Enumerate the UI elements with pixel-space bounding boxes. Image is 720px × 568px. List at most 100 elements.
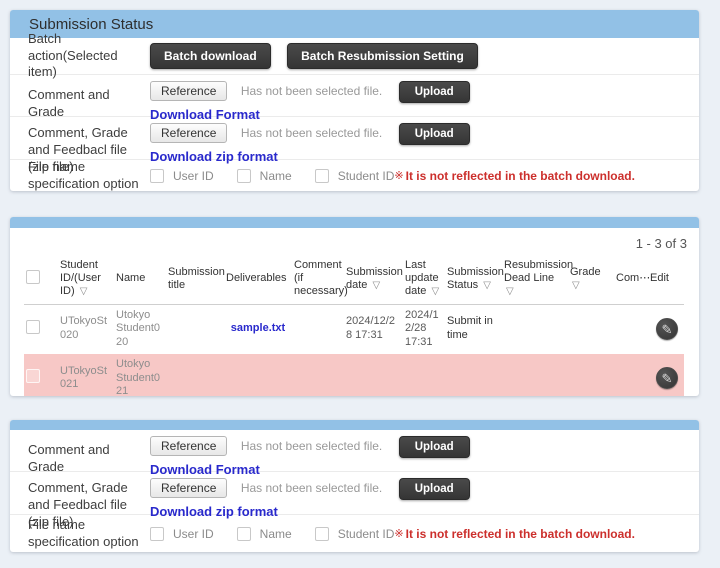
submission-status-cell bbox=[445, 354, 502, 396]
student-id-cell: UTokyoSt021 bbox=[60, 364, 108, 391]
last-update-date-cell: 2024/12/28 17:31 bbox=[405, 308, 439, 349]
row-checkbox[interactable] bbox=[26, 369, 40, 384]
comment-grade-label: Comment and Grade bbox=[28, 442, 110, 474]
comment-grade-label: Comment and Grade bbox=[28, 87, 110, 119]
resubmission-deadline-cell bbox=[502, 354, 568, 396]
batch-action-row: Batch action(Selected item) Batch downlo… bbox=[10, 31, 699, 79]
table-row: UTokyoSt021 Utokyo Student021 ✎ bbox=[24, 353, 684, 396]
submission-date-cell: 2024/12/28 17:31 bbox=[346, 315, 395, 342]
panel-header-bar bbox=[10, 420, 699, 430]
col-last-update-date[interactable]: Last update date ▽ bbox=[403, 256, 445, 305]
download-zip-format-link[interactable]: Download zip format bbox=[150, 504, 278, 519]
sort-icon[interactable]: ▽ bbox=[572, 279, 580, 291]
sort-icon[interactable]: ▽ bbox=[431, 286, 440, 298]
deliverables-cell bbox=[224, 354, 292, 396]
filename-option-row: File name specification option User ID N… bbox=[10, 159, 699, 191]
student-id-checkbox-label: Student ID bbox=[337, 526, 395, 541]
no-file-selected-text: Has not been selected file. bbox=[240, 481, 383, 495]
row-checkbox[interactable] bbox=[26, 319, 40, 334]
reference-button[interactable]: Reference bbox=[150, 478, 228, 498]
col-deliverables: Deliverables bbox=[224, 256, 292, 305]
upload-button[interactable]: Upload bbox=[398, 123, 470, 145]
batch-download-warning-text: It is not reflected in the batch downloa… bbox=[405, 168, 635, 183]
resubmission-deadline-cell bbox=[502, 304, 568, 354]
table-header-row: Student ID/(User ID) ▽ Name Submission t… bbox=[24, 256, 684, 305]
pagination-status: 1 - 3 of 3 bbox=[635, 236, 687, 251]
comment-grade-row: Comment and Grade Reference Has not been… bbox=[10, 430, 699, 477]
sort-icon[interactable]: ▽ bbox=[79, 286, 88, 298]
comment-cell bbox=[292, 354, 344, 396]
batch-action-controls: Batch download Batch Resubmission Settin… bbox=[150, 43, 699, 69]
col-student-id[interactable]: Student ID/(User ID) ▽ bbox=[58, 256, 114, 305]
table-row: UTokyoSt020 Utokyo Student020 sample.txt… bbox=[24, 304, 684, 354]
name-checkbox[interactable] bbox=[236, 526, 251, 541]
col-edit: Edit bbox=[648, 256, 684, 305]
name-checkbox-label: Name bbox=[259, 526, 292, 541]
col-name: Name bbox=[114, 256, 166, 305]
pencil-icon: ✎ bbox=[661, 321, 673, 337]
select-all-checkbox[interactable] bbox=[26, 269, 40, 284]
note-reference-mark: ※ bbox=[394, 170, 404, 182]
user-id-checkbox-label: User ID bbox=[173, 168, 214, 183]
download-format-link[interactable]: Download Format bbox=[150, 462, 260, 477]
upload-button[interactable]: Upload bbox=[398, 478, 470, 500]
user-id-checkbox[interactable] bbox=[150, 526, 164, 541]
submission-table-panel: 1 - 3 of 3 Student ID/(User ID) ▽ Name S… bbox=[10, 217, 699, 396]
sort-icon[interactable]: ▽ bbox=[483, 279, 491, 291]
submission-status-cell: Submit in time bbox=[447, 315, 493, 342]
comment-truncated-cell bbox=[614, 304, 648, 354]
student-id-checkbox[interactable] bbox=[314, 168, 329, 183]
batch-download-warning-text: It is not reflected in the batch downloa… bbox=[405, 526, 635, 541]
download-zip-format-link[interactable]: Download zip format bbox=[150, 149, 278, 164]
no-file-selected-text: Has not been selected file. bbox=[240, 126, 383, 140]
edit-button[interactable]: ✎ bbox=[656, 318, 678, 341]
bottom-upload-panel: Comment and Grade Reference Has not been… bbox=[10, 420, 699, 552]
note-reference-mark: ※ bbox=[394, 528, 404, 540]
page-title: Submission Status bbox=[29, 15, 154, 33]
batch-resubmission-setting-button[interactable]: Batch Resubmission Setting bbox=[287, 43, 478, 69]
col-resubmission-deadline[interactable]: Resubmission Dead Line ▽ bbox=[502, 256, 573, 305]
col-comment-truncated: Com⋯ bbox=[614, 256, 650, 305]
comment-grade-zip-row: Comment, Grade and Feedbacl file (zip fi… bbox=[10, 472, 699, 529]
comment-grade-zip-label: Comment, Grade and Feedbacl file (zip fi… bbox=[28, 125, 128, 174]
col-submission-date[interactable]: Submission date ▽ bbox=[344, 256, 403, 305]
grade-cell bbox=[568, 304, 614, 354]
comment-grade-zip-label: Comment, Grade and Feedbacl file (zip fi… bbox=[28, 480, 128, 529]
edit-button[interactable]: ✎ bbox=[656, 367, 678, 390]
no-file-selected-text: Has not been selected file. bbox=[240, 439, 383, 453]
comment-truncated-cell bbox=[614, 354, 648, 396]
student-id-checkbox[interactable] bbox=[314, 526, 329, 541]
sort-icon[interactable]: ▽ bbox=[506, 286, 514, 298]
student-id-cell: UTokyoSt020 bbox=[60, 315, 108, 342]
name-checkbox[interactable] bbox=[236, 168, 251, 183]
download-format-link[interactable]: Download Format bbox=[150, 107, 260, 122]
upload-button[interactable]: Upload bbox=[398, 436, 470, 458]
batch-download-button[interactable]: Batch download bbox=[150, 43, 271, 69]
pencil-icon: ✎ bbox=[661, 370, 673, 386]
comment-grade-row: Comment and Grade Reference Has not been… bbox=[10, 75, 699, 122]
deliverable-file-link[interactable]: sample.txt bbox=[230, 322, 286, 335]
filename-option-row: File name specification option User ID N… bbox=[10, 515, 699, 552]
filename-option-label: File name specification option bbox=[28, 516, 139, 549]
submission-status-panel: Submission Status Batch action(Selected … bbox=[10, 10, 699, 191]
name-cell: Utokyo Student020 bbox=[116, 308, 161, 349]
name-checkbox-label: Name bbox=[259, 168, 292, 183]
comment-grade-zip-row: Comment, Grade and Feedbacl file (zip fi… bbox=[10, 117, 699, 174]
col-grade[interactable]: Grade ▽ bbox=[568, 256, 614, 305]
student-id-checkbox-label: Student ID bbox=[337, 168, 395, 183]
submission-title-cell bbox=[166, 304, 224, 354]
batch-action-label: Batch action(Selected item) bbox=[28, 30, 118, 80]
panel-header-bar bbox=[10, 217, 699, 228]
col-submission-status[interactable]: Submission Status ▽ bbox=[445, 256, 504, 305]
col-submission-title: Submission title bbox=[166, 256, 225, 305]
reference-button[interactable]: Reference bbox=[150, 123, 228, 143]
reference-button[interactable]: Reference bbox=[150, 81, 228, 101]
panel-header: Submission Status bbox=[10, 10, 699, 38]
upload-button[interactable]: Upload bbox=[398, 81, 470, 103]
reference-button[interactable]: Reference bbox=[150, 436, 228, 456]
user-id-checkbox[interactable] bbox=[150, 168, 164, 183]
name-cell: Utokyo Student021 bbox=[116, 357, 161, 396]
user-id-checkbox-label: User ID bbox=[173, 526, 214, 541]
sort-icon[interactable]: ▽ bbox=[372, 279, 381, 291]
submission-title-cell bbox=[166, 354, 224, 396]
